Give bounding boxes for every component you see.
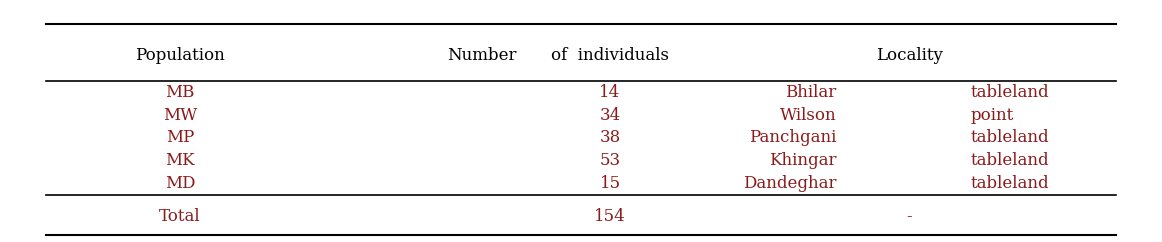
Text: MW: MW xyxy=(163,107,198,124)
Text: 34: 34 xyxy=(600,107,621,124)
Text: Wilson: Wilson xyxy=(780,107,837,124)
Text: Total: Total xyxy=(159,208,201,225)
Text: 154: 154 xyxy=(594,208,626,225)
Text: MP: MP xyxy=(166,129,194,146)
Text: point: point xyxy=(970,107,1013,124)
Text: tableland: tableland xyxy=(970,84,1049,101)
Text: 14: 14 xyxy=(600,84,621,101)
Text: MK: MK xyxy=(165,152,195,169)
Text: MD: MD xyxy=(165,175,195,192)
Text: -: - xyxy=(906,208,912,225)
Text: Bhilar: Bhilar xyxy=(786,84,837,101)
Text: Population: Population xyxy=(135,47,225,64)
Text: tableland: tableland xyxy=(970,129,1049,146)
Text: tableland: tableland xyxy=(970,152,1049,169)
Text: 53: 53 xyxy=(600,152,621,169)
Text: 15: 15 xyxy=(600,175,621,192)
Text: Dandeghar: Dandeghar xyxy=(744,175,837,192)
Text: MB: MB xyxy=(165,84,195,101)
Text: tableland: tableland xyxy=(970,175,1049,192)
Text: 38: 38 xyxy=(600,129,621,146)
Text: Locality: Locality xyxy=(876,47,942,64)
Text: of  individuals: of individuals xyxy=(551,47,669,64)
Text: Number: Number xyxy=(447,47,517,64)
Text: Khingar: Khingar xyxy=(769,152,837,169)
Text: Panchgani: Panchgani xyxy=(749,129,837,146)
